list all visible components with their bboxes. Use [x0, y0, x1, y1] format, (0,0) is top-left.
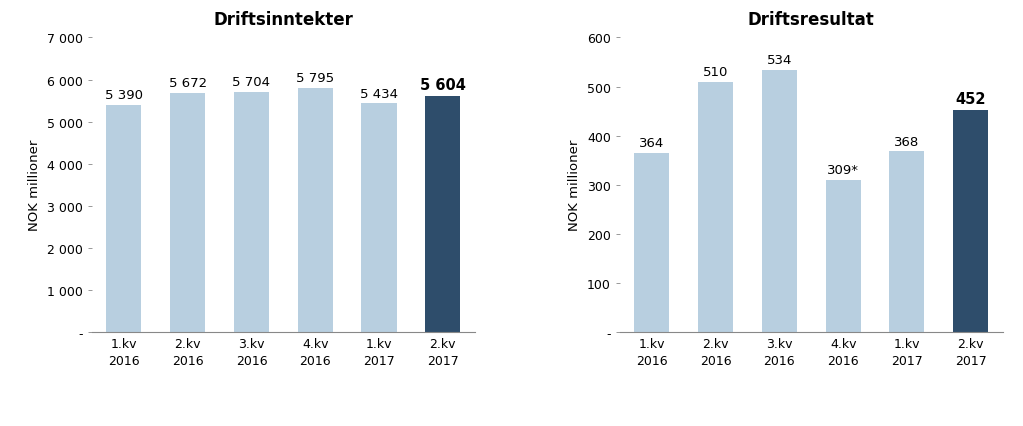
Text: 5 604: 5 604: [419, 78, 465, 93]
Bar: [698, 82, 733, 332]
Title: Driftsinntekter: Driftsinntekter: [214, 11, 353, 29]
Bar: [953, 111, 988, 332]
Text: 309*: 309*: [828, 164, 859, 177]
Text: 368: 368: [894, 135, 920, 148]
Text: 5 704: 5 704: [232, 76, 270, 89]
Bar: [826, 181, 860, 332]
Bar: [234, 93, 269, 332]
Bar: [170, 94, 206, 332]
Y-axis label: NOK millioner: NOK millioner: [29, 140, 42, 231]
Text: 452: 452: [955, 92, 986, 107]
Text: 5 434: 5 434: [360, 87, 398, 100]
Y-axis label: NOK millioner: NOK millioner: [569, 140, 581, 231]
Text: 5 795: 5 795: [297, 72, 335, 85]
Title: Driftsresultat: Driftsresultat: [748, 11, 875, 29]
Text: 5 672: 5 672: [169, 77, 207, 90]
Text: 5 390: 5 390: [105, 89, 143, 102]
Bar: [426, 97, 460, 332]
Bar: [361, 104, 397, 332]
Bar: [298, 89, 332, 332]
Text: 364: 364: [639, 137, 665, 150]
Bar: [889, 152, 925, 332]
Text: 534: 534: [766, 54, 792, 67]
Text: 510: 510: [703, 66, 728, 79]
Bar: [106, 106, 141, 332]
Bar: [762, 71, 797, 332]
Bar: [634, 154, 669, 332]
